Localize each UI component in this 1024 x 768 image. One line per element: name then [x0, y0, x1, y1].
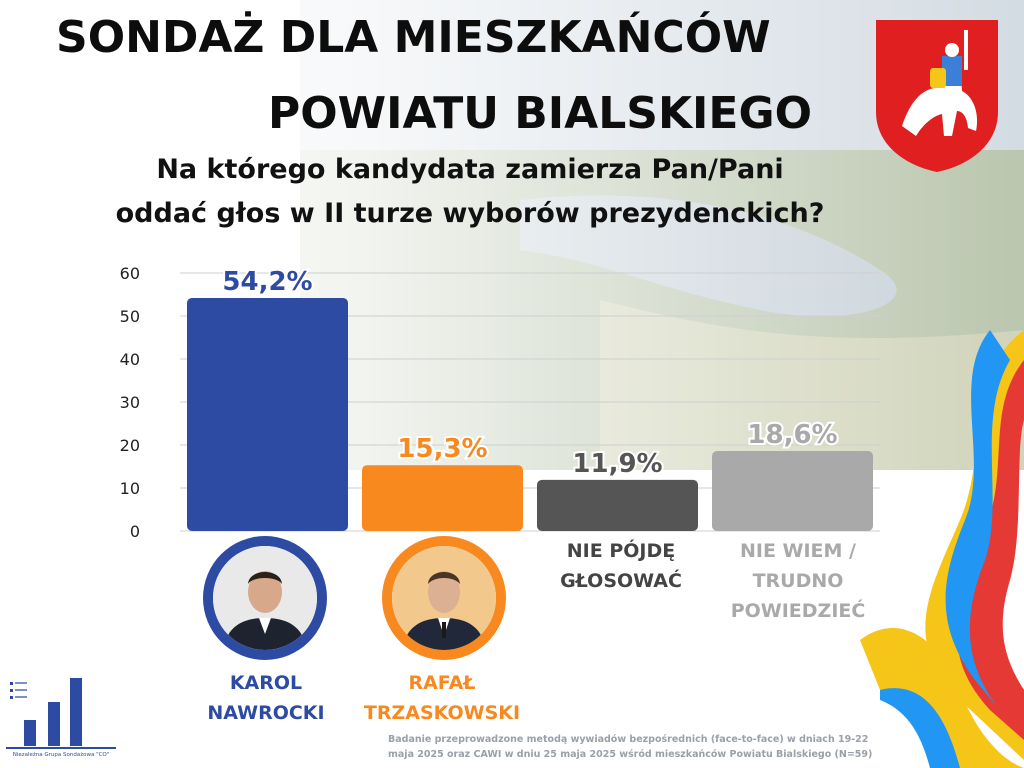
y-tick-label: 0 [130, 522, 140, 541]
footnote-line: Badanie przeprowadzone metodą wywiadów b… [388, 734, 869, 745]
logo-text: Niezależna Grupa Sondażowa "CO" [13, 752, 110, 758]
y-tick-label: 10 [120, 479, 140, 498]
page-title-line1: SONDAŻ DLA MIESZKAŃCÓW [56, 12, 771, 63]
methodology-footnote: Badanie przeprowadzone metodą wywiadów b… [388, 732, 908, 762]
data-label: 18,6% [747, 420, 837, 450]
bar [362, 465, 523, 531]
question-line2: oddać głos w II turze wyborów prezydenck… [115, 198, 825, 229]
pollster-logo: Niezależna Grupa Sondażowa "CO" [6, 678, 116, 758]
data-label: 54,2% [222, 267, 312, 297]
category-label-line: TRUDNO [752, 570, 844, 592]
y-tick-label: 60 [120, 264, 140, 283]
category-label-line: RAFAŁ [408, 672, 476, 694]
bar-chart: 0 10 20 30 40 50 60 54,2% 15,3% 11,9% 18,6% [120, 264, 880, 541]
category-label-line: GŁOSOWAĆ [560, 570, 682, 592]
category-label-nawrocki: KAROL NAWROCKI [181, 668, 351, 728]
person-icon [392, 546, 496, 650]
bar [537, 479, 698, 531]
category-label-line: NIE PÓJDĘ [566, 540, 676, 562]
category-label-line: POWIEDZIEĆ [730, 600, 866, 622]
person-icon [213, 546, 317, 650]
category-label-nie-pojde: NIE PÓJDĘ GŁOSOWAĆ [536, 536, 706, 596]
bar [712, 451, 873, 531]
coat-of-arms-emblem [876, 20, 998, 172]
category-label-line: NAWROCKI [207, 702, 325, 724]
category-label-nie-wiem: NIE WIEM / TRUDNO POWIEDZIEĆ [713, 536, 883, 626]
footnote-line: maja 2025 oraz CAWI w dniu 25 maja 2025 … [388, 749, 873, 760]
bar [187, 297, 348, 531]
y-tick-label: 20 [120, 436, 140, 455]
data-label: 11,9% [572, 449, 662, 479]
page-title-line2: POWIATU BIALSKIEGO [268, 88, 812, 139]
category-label-line: KAROL [229, 672, 303, 694]
y-tick-label: 30 [120, 393, 140, 412]
avatar-karol-nawrocki [203, 536, 327, 660]
data-label: 15,3% [397, 434, 487, 464]
category-label-line: NIE WIEM / [739, 540, 857, 562]
y-tick-label: 50 [120, 307, 140, 326]
question-line1: Na którego kandydata zamierza Pan/Pani [156, 154, 784, 185]
avatar-rafal-trzaskowski [382, 536, 506, 660]
y-tick-label: 40 [120, 350, 140, 369]
category-label-trzaskowski: RAFAŁ TRZASKOWSKI [357, 668, 527, 728]
category-label-line: TRZASKOWSKI [363, 702, 521, 724]
